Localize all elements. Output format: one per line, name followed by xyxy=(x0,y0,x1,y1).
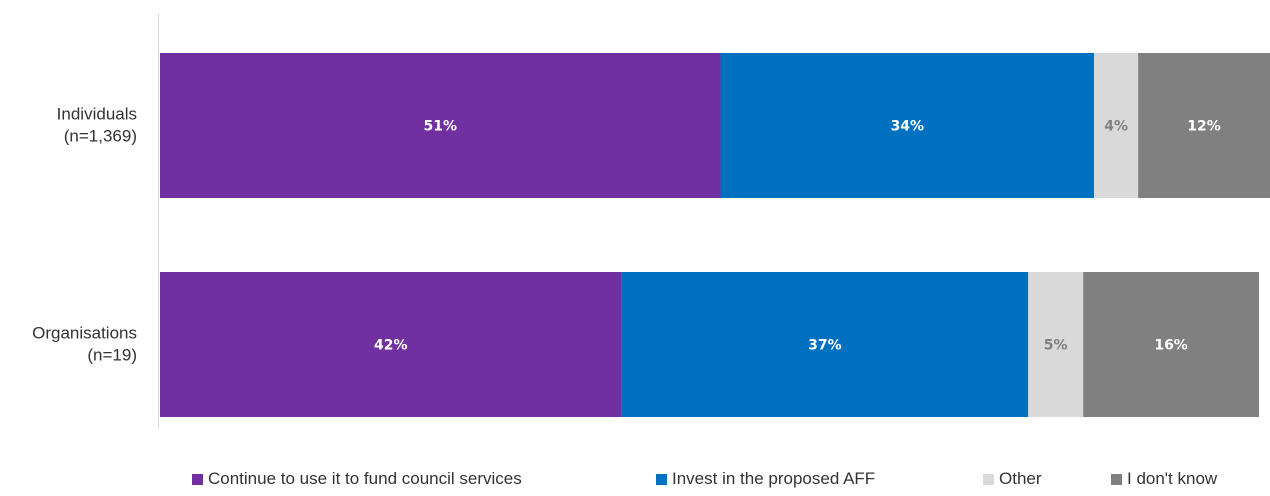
category-sublabel: (n=1,369) xyxy=(64,127,137,146)
data-label: 12% xyxy=(1187,119,1221,135)
data-label: 37% xyxy=(808,338,842,354)
bar-segment xyxy=(1028,272,1084,417)
data-label: 16% xyxy=(1154,338,1188,354)
data-label: 4% xyxy=(1104,119,1128,135)
data-label: 34% xyxy=(891,119,925,135)
data-label: 42% xyxy=(374,338,408,354)
data-label: 51% xyxy=(423,119,457,135)
category-labels: Individuals (n=1,369) Organisations (n=19) xyxy=(32,105,137,365)
bar-segment xyxy=(1138,53,1270,198)
legend-swatch xyxy=(1111,474,1122,485)
legend-label: Continue to use it to fund council servi… xyxy=(208,469,522,488)
legend-label: Invest in the proposed AFF xyxy=(672,469,875,488)
bar-segment xyxy=(160,53,721,198)
bar-segment xyxy=(720,53,1095,198)
legend: Continue to use it to fund council servi… xyxy=(192,469,1218,488)
category-sublabel: (n=19) xyxy=(87,346,137,365)
bars: 51% 34% 4% 12% 42% 37% 5% 16% xyxy=(160,53,1270,417)
bar-segment xyxy=(160,272,622,417)
legend-label: I don't know xyxy=(1127,469,1218,488)
legend-swatch xyxy=(656,474,667,485)
bar-segment xyxy=(621,272,1029,417)
data-label: 5% xyxy=(1044,338,1068,354)
legend-swatch xyxy=(983,474,994,485)
legend-label: Other xyxy=(999,469,1042,488)
bar-segment xyxy=(1094,53,1139,198)
category-label: Individuals xyxy=(57,105,137,124)
legend-swatch xyxy=(192,474,203,485)
bar-segment xyxy=(1083,272,1260,417)
category-label: Organisations xyxy=(32,324,137,343)
